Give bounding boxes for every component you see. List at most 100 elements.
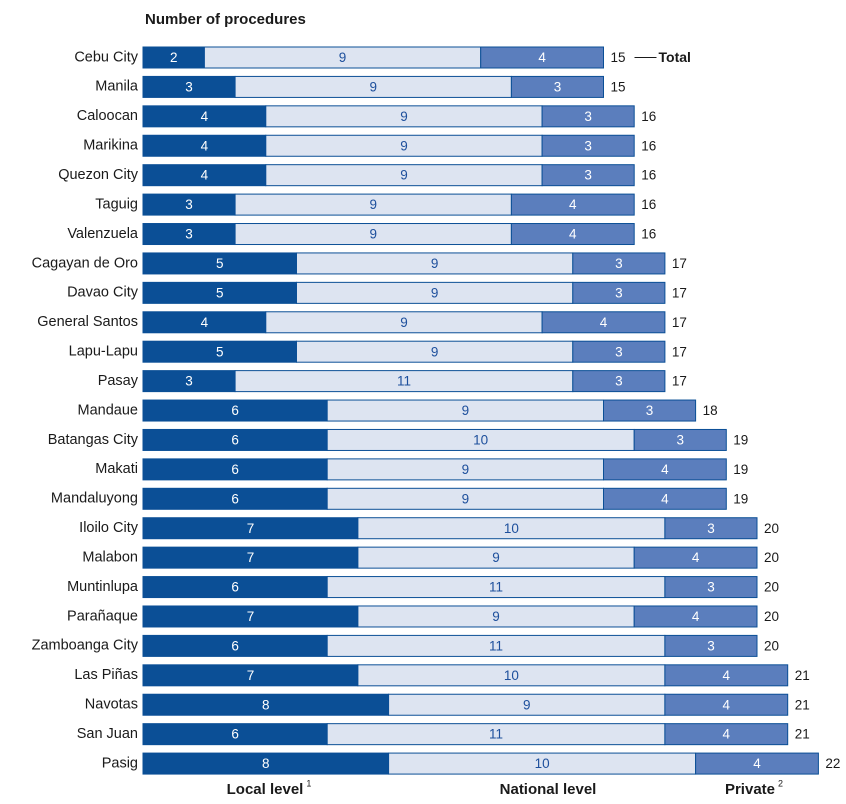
value-label: 4 xyxy=(201,138,209,153)
total-label: 16 xyxy=(641,138,656,153)
value-label: 4 xyxy=(692,609,700,624)
value-label: 5 xyxy=(216,285,224,300)
category-label: Muntinlupa xyxy=(67,579,139,595)
value-label: 3 xyxy=(554,79,562,94)
total-label: 21 xyxy=(795,727,810,742)
annotation: Total xyxy=(659,49,691,65)
value-label: 7 xyxy=(247,668,255,683)
value-label: 11 xyxy=(397,374,411,389)
value-label: 6 xyxy=(231,580,239,595)
value-label: 4 xyxy=(201,168,209,183)
bar-segment xyxy=(603,458,727,481)
total-label: 16 xyxy=(641,109,656,124)
value-label: 9 xyxy=(431,285,439,300)
category-label: Cebu City xyxy=(74,49,138,65)
bar-segment xyxy=(664,664,789,687)
value-label: 3 xyxy=(707,521,715,536)
total-label: 17 xyxy=(672,256,687,271)
value-label: 2 xyxy=(170,50,178,65)
total-label: 21 xyxy=(795,668,810,683)
value-label: 4 xyxy=(661,491,669,506)
bar-segment xyxy=(510,223,635,246)
bar-segment xyxy=(541,105,635,128)
value-label: 4 xyxy=(753,756,761,771)
total-label: 22 xyxy=(825,756,840,771)
category-label: Quezon City xyxy=(58,167,139,183)
value-label: 9 xyxy=(339,50,347,65)
value-label: 4 xyxy=(201,109,209,124)
value-label: 9 xyxy=(431,256,439,271)
value-label: 9 xyxy=(400,138,408,153)
category-label: Caloocan xyxy=(77,108,138,124)
value-label: 3 xyxy=(185,374,193,389)
value-label: 4 xyxy=(723,697,731,712)
bar-segment xyxy=(633,428,727,451)
value-label: 11 xyxy=(489,727,503,742)
bar-segment xyxy=(480,46,605,69)
category-label: Lapu-Lapu xyxy=(69,344,138,360)
value-label: 3 xyxy=(584,168,592,183)
value-label: 3 xyxy=(584,109,592,124)
total-label: 15 xyxy=(611,50,626,65)
category-label: Pasig xyxy=(102,755,138,771)
total-label: 19 xyxy=(733,433,748,448)
value-label: 3 xyxy=(615,374,623,389)
total-label: 16 xyxy=(641,168,656,183)
bar-segment xyxy=(572,281,666,304)
value-label: 3 xyxy=(185,197,193,212)
value-label: 3 xyxy=(676,433,684,448)
value-label: 4 xyxy=(692,550,700,565)
total-label: 16 xyxy=(641,227,656,242)
category-label: Iloilo City xyxy=(79,520,139,536)
value-label: 3 xyxy=(584,138,592,153)
bar-segment xyxy=(572,340,666,363)
bar-segment xyxy=(541,134,635,157)
category-label: Mandaluyong xyxy=(51,491,138,507)
bar-segment xyxy=(664,576,758,599)
category-label: Manila xyxy=(95,79,139,95)
value-label: 9 xyxy=(369,197,377,212)
bar-segment xyxy=(633,605,758,628)
value-label: 3 xyxy=(185,227,193,242)
total-label: 17 xyxy=(672,315,687,330)
bar-segment xyxy=(664,517,758,540)
value-label: 3 xyxy=(615,285,623,300)
value-label: 9 xyxy=(523,697,531,712)
value-label: 7 xyxy=(247,609,255,624)
value-label: 6 xyxy=(231,433,239,448)
legend-label: National level xyxy=(500,781,597,798)
value-label: 10 xyxy=(504,521,519,536)
category-label: Las Piñas xyxy=(74,667,138,683)
value-label: 4 xyxy=(661,462,669,477)
bar-segment xyxy=(510,193,635,216)
bar-segment xyxy=(510,75,604,98)
value-label: 3 xyxy=(185,79,193,94)
total-label: 20 xyxy=(764,550,779,565)
category-label: Pasay xyxy=(98,373,139,389)
category-label: Malabon xyxy=(82,549,138,565)
value-label: 4 xyxy=(600,315,608,330)
total-label: 20 xyxy=(764,521,779,536)
total-label: 20 xyxy=(764,638,779,653)
value-label: 9 xyxy=(400,109,408,124)
value-label: 9 xyxy=(369,79,377,94)
value-label: 5 xyxy=(216,256,224,271)
bar-segment xyxy=(541,311,666,334)
total-label: 17 xyxy=(672,285,687,300)
value-label: 7 xyxy=(247,550,255,565)
category-label: Navotas xyxy=(85,697,138,713)
category-label: Parañaque xyxy=(67,608,138,624)
category-label: Valenzuela xyxy=(67,226,139,242)
value-label: 11 xyxy=(489,638,503,653)
value-label: 6 xyxy=(231,403,239,418)
total-label: 17 xyxy=(672,344,687,359)
category-label: Zamboanga City xyxy=(32,638,139,654)
bar-segment xyxy=(572,252,666,275)
value-label: 4 xyxy=(723,727,731,742)
value-label: 4 xyxy=(201,315,209,330)
category-label: San Juan xyxy=(77,726,138,742)
total-label: 20 xyxy=(764,609,779,624)
value-label: 6 xyxy=(231,638,239,653)
value-label: 4 xyxy=(569,197,577,212)
value-label: 4 xyxy=(569,227,577,242)
